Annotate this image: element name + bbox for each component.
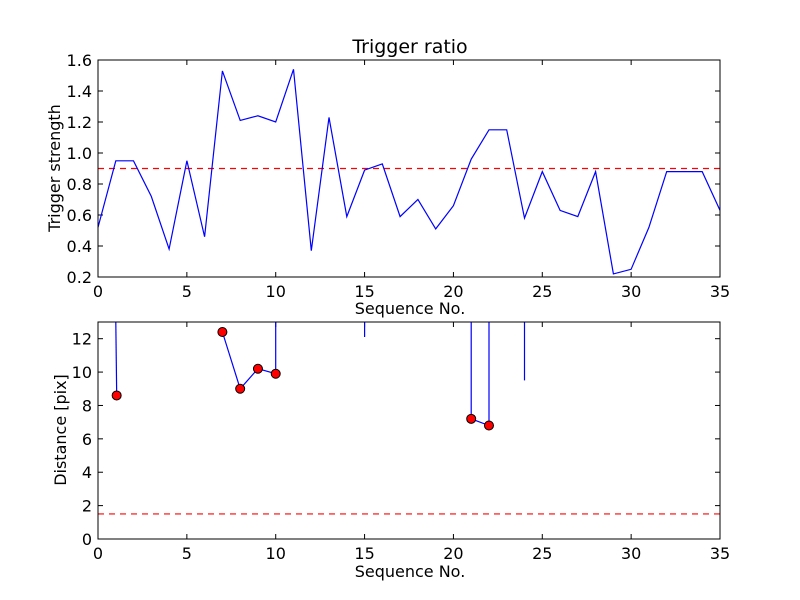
x-tick-label: 15 xyxy=(354,544,374,563)
x-tick-label: 25 xyxy=(532,544,552,563)
distance-marker xyxy=(111,390,122,401)
y-tick-label: 1.6 xyxy=(67,51,92,70)
y-axis-label: Trigger strength xyxy=(45,104,64,233)
distance-line-segment xyxy=(470,322,490,427)
distance-marker xyxy=(217,327,228,338)
distance-marker xyxy=(483,420,494,431)
x-tick-label: 15 xyxy=(354,282,374,301)
y-tick-label: 0.8 xyxy=(67,175,92,194)
trigger-strength-line xyxy=(97,69,721,275)
y-tick-label: 2 xyxy=(82,497,92,516)
x-axis-label: Sequence No. xyxy=(355,562,466,581)
y-tick-label: 1.0 xyxy=(67,144,92,163)
y-tick-label: 0.6 xyxy=(67,206,92,225)
x-tick-label: 10 xyxy=(266,282,286,301)
y-axis-label: Distance [pix] xyxy=(51,374,70,486)
x-tick-label: 10 xyxy=(266,544,286,563)
x-tick-label: 5 xyxy=(182,544,192,563)
x-tick-label: 30 xyxy=(621,282,641,301)
y-tick-label: 1.4 xyxy=(67,82,92,101)
y-tick-label: 10 xyxy=(72,363,92,382)
plot-frame xyxy=(97,59,721,278)
y-tick-label: 1.2 xyxy=(67,113,92,132)
x-tick-label: 35 xyxy=(710,282,730,301)
x-tick-label: 5 xyxy=(182,282,192,301)
y-tick-label: 0.4 xyxy=(67,237,92,256)
distance-marker xyxy=(270,368,281,379)
y-tick-label: 8 xyxy=(82,396,92,415)
plot-frame xyxy=(97,321,721,540)
x-tick-label: 35 xyxy=(710,544,730,563)
chart-title: Trigger ratio xyxy=(351,36,467,58)
distance-marker xyxy=(235,383,246,394)
distance-marker xyxy=(466,413,477,424)
x-tick-label: 30 xyxy=(621,544,641,563)
distance-line-segment xyxy=(221,322,277,390)
distance-chart: 0 5 10 15 20 25 30 35 0 2 4 6 8 10 12 Sequence No. Dis… xyxy=(51,321,730,581)
x-tick-label: 0 xyxy=(93,544,103,563)
trigger-ratio-chart: Trigger ratio 0 5 10 15 20 25 30 35 0.2 0.4 0.6 0.8… xyxy=(45,36,730,318)
x-tick-label: 0 xyxy=(93,282,103,301)
x-tick-label: 20 xyxy=(443,544,463,563)
distance-marker xyxy=(252,363,263,374)
x-tick-label: 25 xyxy=(532,282,552,301)
y-tick-label: 12 xyxy=(72,330,92,349)
y-tick-label: 0 xyxy=(82,530,92,549)
y-tick-label: 0.2 xyxy=(67,268,92,287)
x-tick-label: 20 xyxy=(443,282,463,301)
y-tick-label: 6 xyxy=(82,430,92,449)
x-axis-label: Sequence No. xyxy=(355,299,466,318)
y-tick-label: 4 xyxy=(82,463,92,482)
distance-line-segment xyxy=(115,321,118,396)
